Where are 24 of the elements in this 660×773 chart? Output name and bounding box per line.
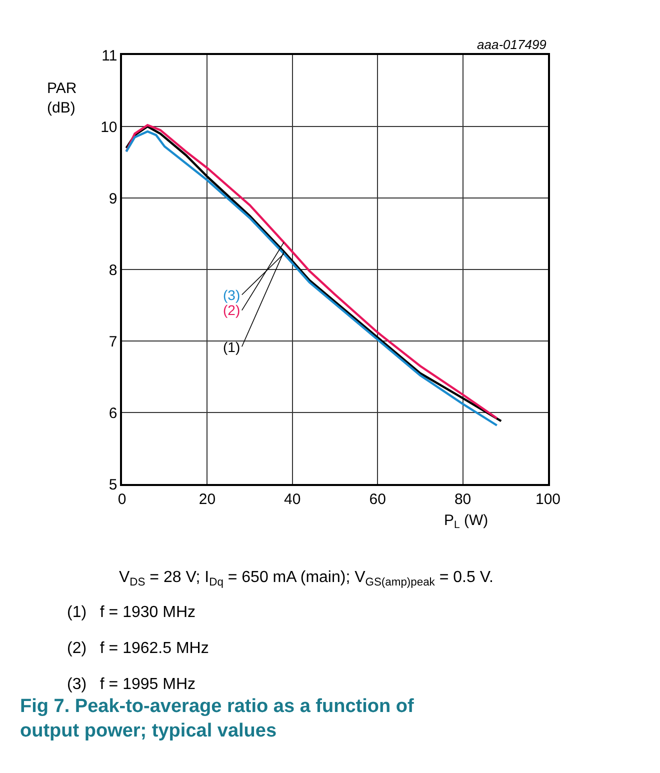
text: (1) f = 1930 MHz xyxy=(67,604,196,621)
y-tick-label: 9 xyxy=(108,190,118,208)
y-tick-label: 7 xyxy=(108,333,118,350)
y-axis-title: PAR (dB) xyxy=(47,80,77,116)
x-tick-label: 40 xyxy=(284,490,301,508)
text: Fig 7. Peak-to-average ratio as a function of output power; typical values xyxy=(20,696,414,742)
text: V$_{DS}$ = 28 V; I$_{Dq}$ = 650 mA (main); V$_{GS(amp)peak}$ = 0.5 V. xyxy=(119,569,494,588)
x-tick-label: 20 xyxy=(198,490,216,508)
x-tick-label: 60 xyxy=(369,490,386,508)
text: (2) f = 1962.5 MHz xyxy=(67,640,209,657)
y-tick-label: 11 xyxy=(102,47,118,64)
y-tick-label: 10 xyxy=(100,118,118,136)
x-tick-label: 80 xyxy=(454,490,472,508)
x-tick-label: 0 xyxy=(118,490,126,508)
text: (1) xyxy=(223,339,240,355)
y-tick-label: 6 xyxy=(108,404,118,422)
text: (2) xyxy=(223,302,240,318)
text: (3) f = 1995 MHz xyxy=(67,676,196,693)
y-tick-label: 8 xyxy=(108,262,118,279)
x-axis-title: P$_{L}$ (W) xyxy=(444,512,488,532)
y-tick-label: 5 xyxy=(108,476,118,494)
text: (3) xyxy=(223,287,240,303)
x-tick-label: 100 xyxy=(535,490,561,508)
text: aaa-017499 xyxy=(477,37,546,52)
